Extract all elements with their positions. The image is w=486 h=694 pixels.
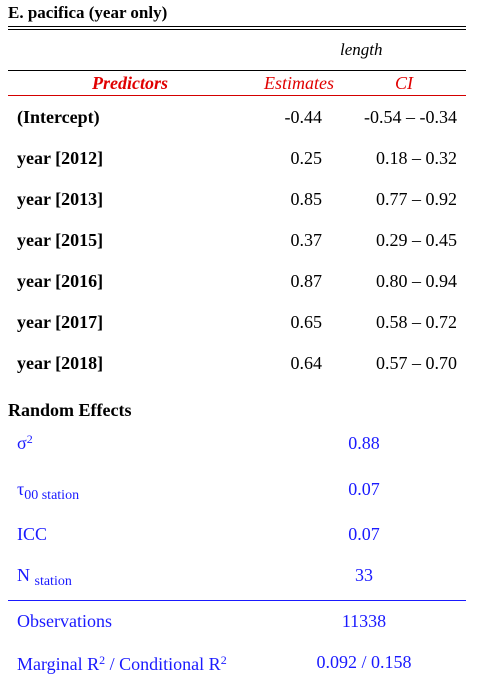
row-estimate: 0.25 (290, 148, 323, 168)
r-squared-label: Marginal R2 / Conditional R2 (17, 653, 227, 674)
tau-value: 0.07 (348, 479, 380, 499)
r-squared-value: 0.092 / 0.158 (316, 652, 412, 672)
row-estimate: 0.65 (290, 312, 323, 332)
row-ci: 0.77 – 0.92 (376, 189, 457, 209)
sigma-squared-label: σ2 (17, 432, 33, 453)
header-rule (8, 70, 466, 71)
tau-label: τ00 station (17, 479, 80, 503)
header-predictors: Predictors (92, 73, 168, 93)
observations-value: 11338 (341, 611, 387, 631)
model-fit-rule (8, 600, 466, 601)
row-label: year [2012] (17, 148, 104, 168)
header-ci: CI (395, 73, 413, 93)
observations-label: Observations (17, 611, 112, 631)
header-estimates: Estimates (264, 73, 334, 93)
row-ci: 0.80 – 0.94 (376, 271, 457, 291)
row-label: year [2016] (17, 271, 104, 291)
row-label: (Intercept) (17, 107, 100, 127)
row-estimate: -0.44 (284, 107, 323, 127)
row-label: year [2015] (17, 230, 104, 250)
n-station-value: 33 (355, 565, 373, 585)
row-ci: 0.18 – 0.32 (376, 148, 457, 168)
table-title: E. pacifica (year only) (8, 3, 168, 22)
row-ci: 0.29 – 0.45 (376, 230, 457, 250)
row-ci: -0.54 – -0.34 (364, 107, 457, 127)
sigma-squared-value: 0.88 (348, 433, 380, 453)
row-label: year [2013] (17, 189, 104, 209)
title-rule-top (8, 26, 466, 27)
title-rule-bottom (8, 29, 466, 30)
random-effects-title: Random Effects (8, 400, 132, 420)
row-ci: 0.57 – 0.70 (376, 353, 457, 373)
row-estimate: 0.37 (290, 230, 323, 250)
header-underline (8, 95, 466, 96)
row-label: year [2017] (17, 312, 104, 332)
row-estimate: 0.87 (290, 271, 323, 291)
row-ci: 0.58 – 0.72 (376, 312, 457, 332)
row-label: year [2018] (17, 353, 104, 373)
n-station-label: N station (17, 565, 72, 589)
icc-value: 0.07 (348, 524, 380, 544)
icc-label: ICC (17, 524, 48, 544)
row-estimate: 0.85 (290, 189, 323, 209)
row-estimate: 0.64 (290, 353, 323, 373)
dependent-variable-label: length (340, 40, 383, 59)
